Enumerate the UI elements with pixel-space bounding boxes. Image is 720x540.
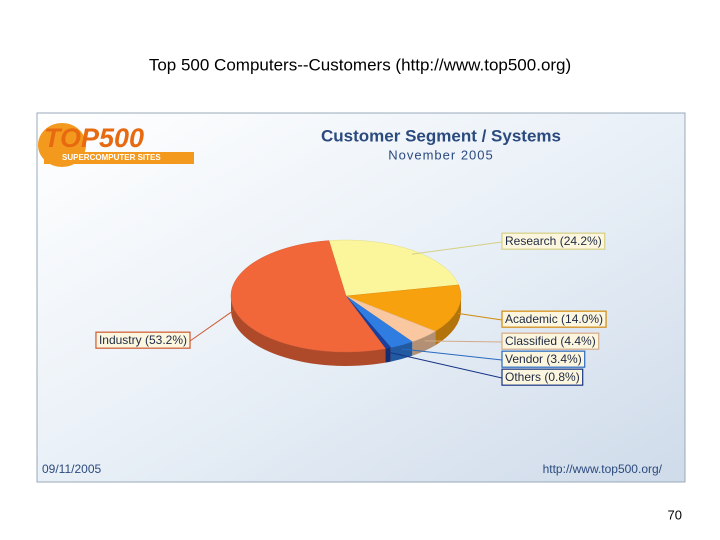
logo: TOP500 SUPERCOMPUTER SITES — [38, 123, 194, 167]
slice — [328, 239, 460, 297]
label-box — [501, 232, 606, 250]
page-number: 70 — [668, 507, 682, 522]
leader-line — [401, 348, 503, 361]
chart-title: Customer Segment / Systems — [321, 126, 561, 145]
leader-line — [457, 312, 503, 321]
slice-side — [385, 347, 391, 363]
leader-line — [388, 351, 503, 379]
slice-label: Academic (14.0%) — [505, 312, 603, 326]
leader-line — [411, 241, 503, 255]
label-box — [95, 331, 191, 349]
slice-side — [412, 331, 436, 356]
logo-bar — [44, 152, 194, 164]
label-box — [501, 368, 584, 386]
chart-source: http://www.top500.org/ — [543, 462, 663, 476]
slice-label: Vendor (3.4%) — [505, 352, 582, 366]
slide-title: Top 500 Computers--Customers (http://www… — [149, 55, 571, 74]
leader-line — [424, 340, 503, 343]
leader-line — [189, 309, 235, 342]
label-box — [501, 332, 600, 350]
slice-label: Classified (4.4%) — [505, 334, 596, 348]
pie: Research (24.2%) Academic (14.0%) Classifi… — [95, 232, 607, 386]
slice-side — [435, 296, 461, 346]
slice — [345, 284, 462, 332]
slice-side — [231, 296, 386, 366]
logo-name: TOP500 — [44, 123, 144, 153]
slice — [230, 240, 386, 353]
logo-tagline: SUPERCOMPUTER SITES — [62, 153, 161, 162]
label-box — [501, 350, 586, 368]
slice-label: Industry (53.2%) — [99, 333, 187, 347]
slice-label: Research (24.2%) — [505, 234, 602, 248]
slice-label: Others (0.8%) — [505, 370, 580, 384]
chart-date: 09/11/2005 — [42, 462, 101, 476]
label-box — [501, 310, 607, 328]
chart-subtitle: November 2005 — [388, 147, 494, 162]
